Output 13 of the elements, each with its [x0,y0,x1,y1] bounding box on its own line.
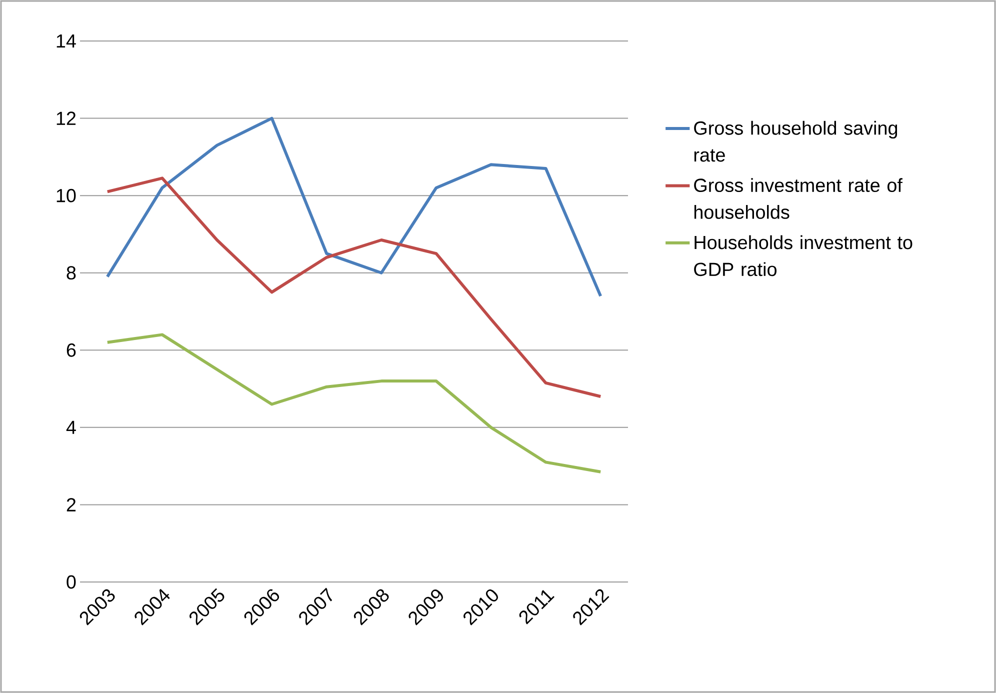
line-series [106,116,602,298]
legend-label: Gross household saving rate [694,120,898,162]
y-tick-label: 4 [66,420,76,434]
y-tick-label: 12 [56,112,76,125]
y-tick-label: 2 [66,498,76,512]
y-tick-label: 10 [56,188,76,202]
y-tick-label: 6 [66,343,76,357]
legend-label: Gross investment rate of households [694,178,902,219]
line-series [106,176,602,398]
y-tick-label: 14 [56,34,76,48]
legend-label: Households investment to GDP ratio [694,235,912,276]
y-tick-label: 8 [66,266,76,280]
y-tick-label: 0 [66,575,76,589]
